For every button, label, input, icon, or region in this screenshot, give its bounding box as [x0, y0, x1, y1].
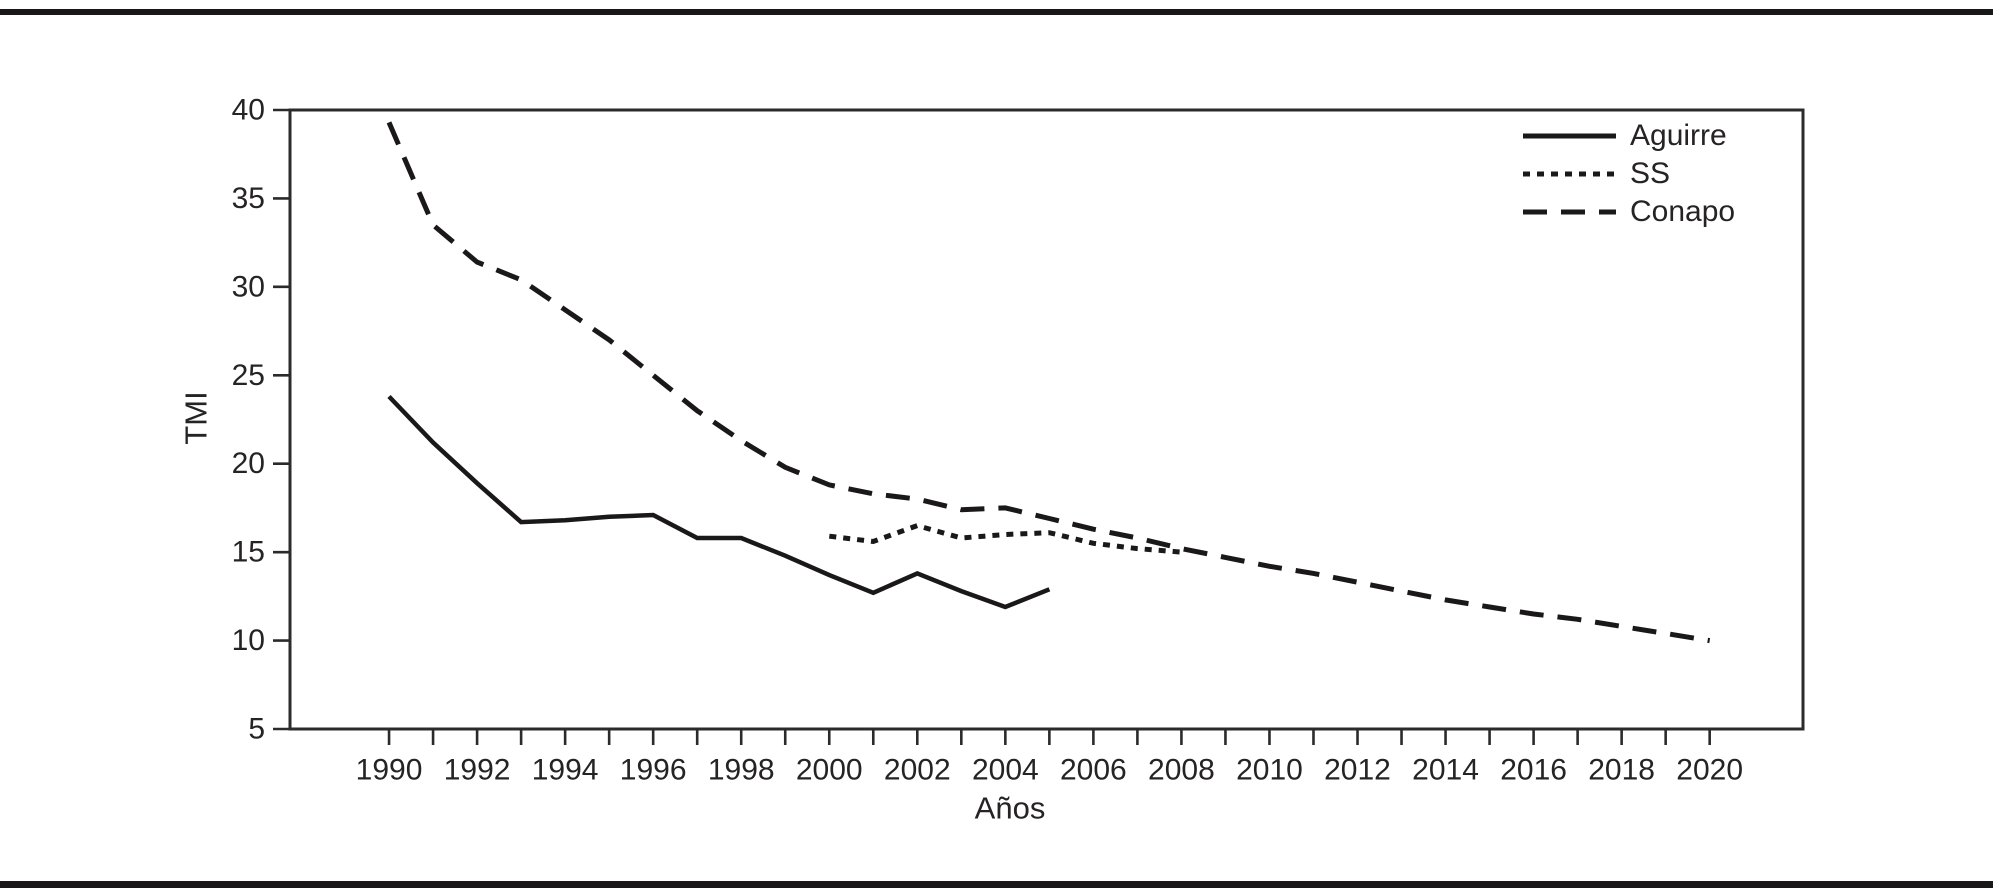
- x-tick-label: 1992: [444, 754, 511, 787]
- x-axis-title: Años: [974, 790, 1046, 826]
- legend-item-ss: SS: [1523, 155, 1735, 193]
- y-axis-title: TMI: [178, 391, 214, 445]
- x-tick-label: 2018: [1588, 754, 1655, 787]
- x-tick-label: 2012: [1324, 754, 1391, 787]
- x-tick-label: 2006: [1060, 754, 1127, 787]
- bottom-rule: [0, 881, 1993, 888]
- series-line-ss: [829, 522, 1182, 555]
- x-tick-label: 2000: [796, 754, 863, 787]
- x-tick-label: 2010: [1236, 754, 1303, 787]
- x-tick-label: 1998: [708, 754, 775, 787]
- dashed-line-sample-icon: [1523, 209, 1616, 215]
- x-tick-label: 2016: [1500, 754, 1567, 787]
- x-tick-label: 1990: [356, 754, 423, 787]
- x-tick-label: 1996: [620, 754, 687, 787]
- legend-label-aguirre: Aguirre: [1630, 119, 1727, 152]
- legend-label-ss: SS: [1630, 157, 1671, 190]
- solid-line-sample-icon: [1523, 133, 1616, 139]
- x-tick-label: 2020: [1676, 754, 1743, 787]
- y-tick-label: 5: [248, 713, 265, 746]
- x-tick-label: 2014: [1412, 754, 1479, 787]
- x-tick-label: 2004: [972, 754, 1039, 787]
- x-tick-label: 1994: [532, 754, 599, 787]
- y-tick-label: 10: [232, 624, 265, 657]
- y-tick-label: 30: [232, 270, 265, 303]
- x-tick-label: 2008: [1148, 754, 1215, 787]
- legend-label-conapo: Conapo: [1630, 195, 1736, 228]
- legend-item-conapo: Conapo: [1523, 193, 1735, 231]
- y-tick-label: 35: [232, 182, 265, 215]
- plot-frame: [288, 108, 1805, 731]
- dotted-line-sample-icon: [1523, 171, 1616, 177]
- y-tick-label: 20: [232, 447, 265, 480]
- legend-item-aguirre: Aguirre: [1523, 117, 1735, 155]
- series-line-aguirre: [387, 394, 1051, 610]
- legend: Aguirre SS Conapo: [1523, 117, 1735, 231]
- top-rule: [0, 9, 1993, 15]
- y-tick-label: 15: [232, 536, 265, 569]
- y-tick-label: 40: [232, 94, 265, 127]
- y-tick-label: 25: [232, 359, 265, 392]
- series-line-conapo: [386, 121, 1711, 644]
- x-tick-label: 2002: [884, 754, 951, 787]
